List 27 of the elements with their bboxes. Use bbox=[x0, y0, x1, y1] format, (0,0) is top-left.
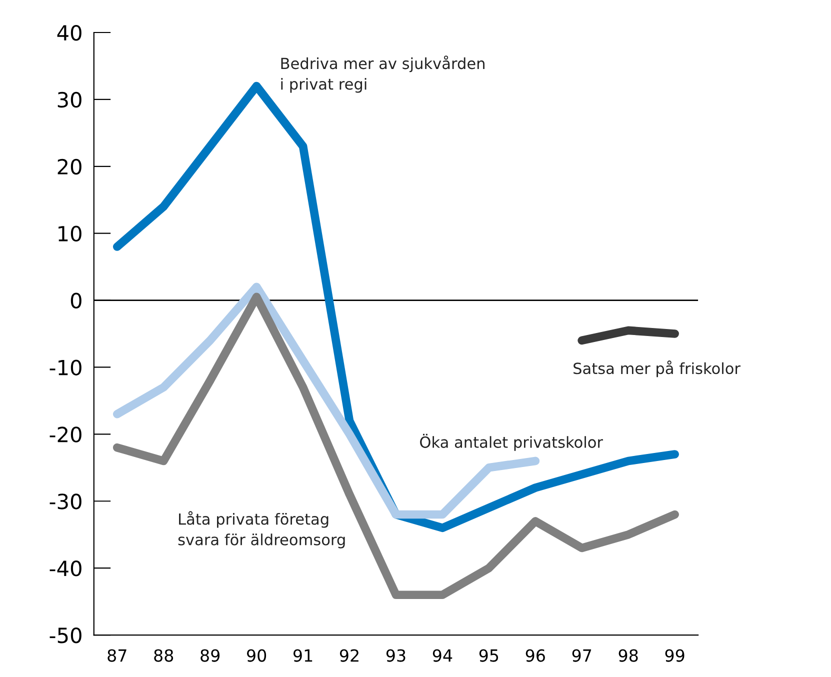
x-tick-label: 93 bbox=[386, 649, 406, 662]
x-tick-label: 94 bbox=[432, 649, 452, 662]
y-tick-label: 10 bbox=[58, 226, 82, 242]
y-tick-label: -40 bbox=[50, 560, 82, 576]
annotation: Låta privata företag svara för äldreomsorg bbox=[178, 511, 345, 548]
y-tick-label: 40 bbox=[57, 24, 82, 41]
annotation: Öka antalet privatskolor bbox=[420, 434, 604, 451]
x-tick-label: 97 bbox=[572, 649, 592, 662]
x-tick-label: 89 bbox=[200, 649, 220, 662]
y-tick-label: 0 bbox=[70, 292, 82, 308]
x-tick-label: 90 bbox=[247, 649, 266, 662]
x-tick-label: 88 bbox=[154, 649, 174, 662]
annotation: Satsa mer på friskolor bbox=[574, 360, 741, 378]
y-tick-label: 20 bbox=[58, 158, 82, 175]
y-tick-label: -30 bbox=[50, 494, 82, 510]
annotation: Bedriva mer av sjukvården i privat regi bbox=[281, 56, 484, 93]
x-tick-label: 92 bbox=[340, 649, 358, 662]
y-tick-label: -20 bbox=[50, 426, 82, 442]
y-tick-label: -50 bbox=[50, 627, 82, 644]
x-tick-label: 98 bbox=[618, 649, 638, 662]
x-tick-label: 99 bbox=[665, 649, 684, 662]
x-tick-label: 91 bbox=[293, 649, 312, 662]
x-tick-label: 87 bbox=[108, 649, 126, 662]
y-tick-label: -10 bbox=[50, 360, 82, 376]
x-tick-label: 95 bbox=[479, 649, 498, 662]
y-tick-label: 30 bbox=[58, 92, 82, 108]
x-tick-label: 96 bbox=[526, 649, 545, 662]
